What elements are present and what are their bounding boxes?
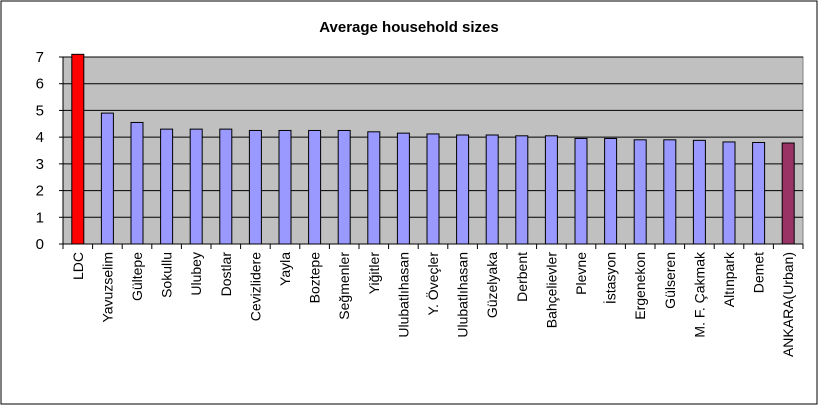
bar bbox=[426, 133, 440, 245]
bar bbox=[692, 139, 706, 245]
bar bbox=[367, 131, 381, 245]
bar bbox=[663, 139, 677, 245]
x-category-label: Plevne bbox=[573, 252, 589, 295]
x-category-label: Ulubey bbox=[188, 252, 204, 296]
bar bbox=[485, 134, 499, 245]
bar bbox=[544, 135, 558, 245]
y-tick-label: 2 bbox=[36, 183, 44, 200]
bar bbox=[456, 134, 470, 245]
bar bbox=[781, 142, 795, 245]
bar bbox=[248, 129, 262, 245]
bar bbox=[396, 132, 410, 245]
x-category-label: İstasyon bbox=[602, 252, 619, 304]
bar bbox=[515, 135, 529, 245]
bar bbox=[278, 129, 292, 245]
x-category-label: Cevizlidere bbox=[247, 252, 263, 321]
x-category-label: Y. Öveçler bbox=[424, 252, 441, 316]
bar bbox=[633, 139, 647, 245]
x-category-label: Demet bbox=[751, 252, 767, 293]
y-tick-label: 7 bbox=[36, 49, 44, 66]
x-category-label: Ergenekon bbox=[632, 252, 648, 320]
bar bbox=[189, 128, 203, 245]
bar bbox=[752, 141, 766, 245]
bar bbox=[130, 121, 144, 245]
bar bbox=[160, 128, 174, 245]
x-category-label: Sokullu bbox=[159, 252, 175, 298]
x-category-label: Güzelyaka bbox=[484, 252, 500, 318]
bar bbox=[100, 112, 114, 245]
plot-area: 0 1 2 3 4 5 6 7 LDC Yavuzselim Gültepe Sokullu Ulube… bbox=[36, 49, 804, 357]
x-category-label: Boztepe bbox=[307, 252, 323, 304]
y-tick-label: 4 bbox=[36, 129, 44, 146]
bar bbox=[604, 137, 618, 245]
bar bbox=[722, 141, 736, 245]
y-tick-label: 0 bbox=[36, 236, 44, 253]
bar bbox=[219, 128, 233, 245]
bar bbox=[337, 129, 351, 245]
x-category-label: LDC bbox=[70, 252, 86, 280]
x-category-label: Gülseren bbox=[662, 252, 678, 309]
y-tick-label: 1 bbox=[36, 209, 44, 226]
y-tick-label: 6 bbox=[36, 76, 44, 93]
x-category-label: Ulubatlıhasan bbox=[455, 252, 471, 338]
x-category-label: Dostlar bbox=[218, 252, 234, 297]
x-category-label: Bahçelievler bbox=[543, 252, 559, 329]
x-category-label: Yiğitler bbox=[366, 252, 382, 295]
x-category-label: Seğmenler bbox=[336, 252, 352, 320]
x-category-label: M. F. Çakmak bbox=[691, 251, 707, 338]
x-category-label: ANKARA(Urban) bbox=[780, 252, 796, 357]
x-category-label: Gültepe bbox=[129, 252, 145, 301]
x-category-label: Yayla bbox=[277, 252, 293, 286]
chart-title: Average household sizes bbox=[319, 19, 499, 36]
x-category-label: Yavuzselim bbox=[99, 252, 115, 323]
y-tick-label: 5 bbox=[36, 102, 44, 119]
y-tick-label: 3 bbox=[36, 156, 44, 173]
bar bbox=[71, 53, 85, 245]
bar bbox=[574, 137, 588, 245]
x-category-label: Altınpark bbox=[721, 251, 737, 307]
bar bbox=[308, 129, 322, 245]
x-category-label: Ulubatlıhasan bbox=[395, 252, 411, 338]
x-category-label: Derbent bbox=[514, 252, 530, 302]
